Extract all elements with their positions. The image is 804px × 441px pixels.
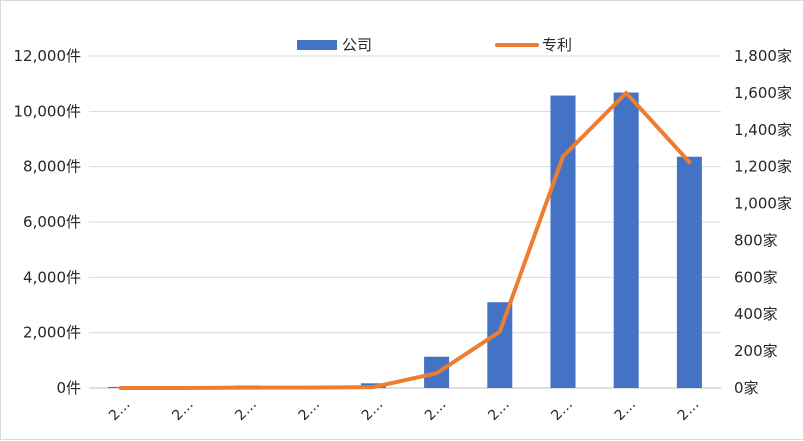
x-tick-label: 2… — [485, 396, 513, 424]
x-tick-label: 2… — [422, 396, 450, 424]
left-tick-label: 2,000件 — [23, 324, 81, 342]
left-tick-label: 4,000件 — [23, 268, 81, 286]
x-tick-label: 2… — [612, 396, 640, 424]
right-tick-label: 1,400家 — [734, 121, 792, 139]
series-line — [121, 93, 690, 388]
x-tick-label: 2… — [106, 396, 134, 424]
left-tick-label: 8,000件 — [23, 158, 81, 176]
bar-series — [108, 93, 702, 388]
x-tick-label: 2… — [548, 396, 576, 424]
x-axis-ticks: 2… 2… 2… 2… 2… 2… 2… 2… 2… 2… — [106, 396, 702, 424]
bar — [614, 93, 639, 388]
right-tick-label: 200家 — [734, 342, 778, 360]
left-tick-label: 10,000件 — [14, 102, 82, 120]
x-tick-label: 2… — [169, 396, 197, 424]
bar — [677, 157, 702, 388]
x-tick-label: 2… — [675, 396, 703, 424]
right-tick-label: 1,600家 — [734, 84, 792, 102]
x-tick-label: 2… — [359, 396, 387, 424]
left-axis-ticks: 0件 2,000件 4,000件 6,000件 8,000件 10,000件 12,000件 — [14, 47, 82, 397]
line-series — [121, 93, 690, 388]
x-tick-label: 2… — [296, 396, 324, 424]
right-axis-ticks: 0家 200家 400家 600家 800家 1,000家 1,200家 1,400家 1,60… — [734, 47, 792, 397]
legend-item-patent: 专利 — [497, 36, 572, 54]
left-tick-label: 0件 — [56, 379, 81, 397]
bar — [487, 302, 512, 388]
right-tick-label: 1,800家 — [734, 47, 792, 65]
legend-label: 专利 — [542, 36, 572, 54]
bar — [551, 96, 576, 388]
x-tick-label: 2… — [232, 396, 260, 424]
legend-item-company: 公司 — [297, 36, 372, 54]
right-tick-label: 0家 — [734, 379, 759, 397]
legend: 公司 专利 — [297, 36, 572, 54]
right-tick-label: 600家 — [734, 268, 778, 286]
left-tick-label: 12,000件 — [14, 47, 82, 65]
left-tick-label: 6,000件 — [23, 213, 81, 231]
right-tick-label: 1,200家 — [734, 158, 792, 176]
right-tick-label: 800家 — [734, 231, 778, 249]
right-tick-label: 1,000家 — [734, 195, 792, 213]
right-tick-label: 400家 — [734, 305, 778, 323]
legend-swatch — [297, 40, 337, 50]
legend-label: 公司 — [342, 36, 372, 54]
